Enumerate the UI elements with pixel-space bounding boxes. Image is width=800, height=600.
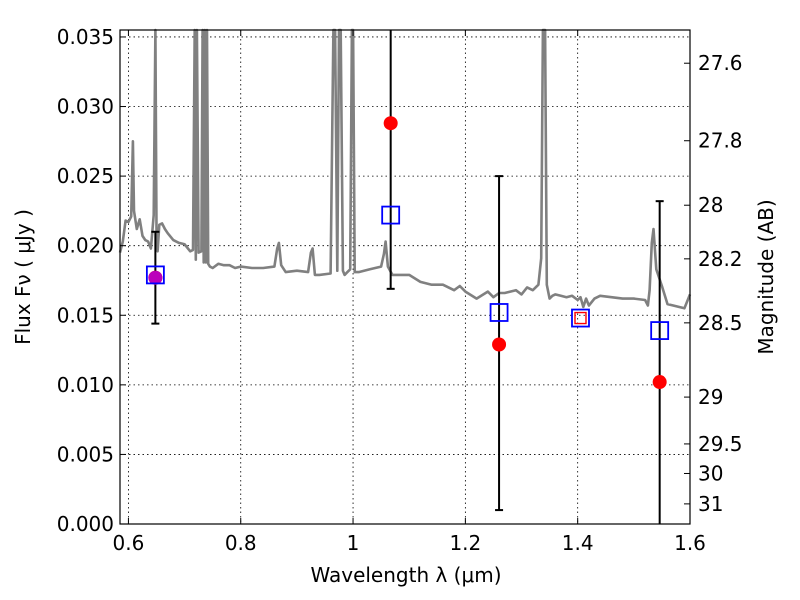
- y-tick-label: 0.000: [57, 512, 114, 536]
- axis-ticks: [120, 30, 691, 525]
- photometry-square: [381, 205, 401, 225]
- y2-tick-label: 30: [698, 461, 723, 485]
- y2-tick-label: 31: [698, 492, 723, 516]
- x-tick-label: 1.6: [674, 531, 706, 555]
- y2-tick-label: 28.2: [698, 247, 743, 271]
- y-tick-label: 0.035: [57, 25, 114, 49]
- y2-tick-label: 29.5: [698, 432, 743, 456]
- data-points: [148, 116, 667, 390]
- y-tick-label: 0.015: [57, 303, 114, 327]
- y2-tick-label: 27.8: [698, 129, 743, 153]
- x-tick-label: 1.4: [562, 531, 594, 555]
- photometry-square: [489, 303, 509, 322]
- tick-labels: 0.6 0.8 1 1.2 1.4 1.6 0.000 0.005 0.010 0.015 0.02…: [57, 25, 743, 555]
- data-point: [492, 337, 507, 352]
- x-tick-label: 0.8: [225, 531, 257, 555]
- y-tick-label: 0.005: [57, 442, 114, 466]
- x-tick-label: 0.6: [113, 531, 145, 555]
- y2-axis-label: Magnitude (AB): [754, 199, 778, 354]
- y-tick-label: 0.025: [57, 164, 114, 188]
- data-point: [652, 375, 667, 390]
- highlight-square: [574, 311, 587, 325]
- y2-tick-label: 29: [698, 385, 723, 409]
- plot-frame: [119, 29, 691, 525]
- y2-tick-label: 28.5: [698, 311, 743, 335]
- x-tick-label: 1: [347, 531, 360, 555]
- y2-tick-label: 27.6: [698, 51, 743, 75]
- data-point: [383, 116, 398, 131]
- x-axis-label: Wavelength λ (μm): [310, 563, 501, 587]
- synthetic-photometry: [145, 205, 670, 340]
- error-bars: [151, 30, 664, 524]
- photometry-square: [571, 308, 590, 328]
- y-tick-label: 0.010: [57, 373, 114, 397]
- model-spectrum-line: [118, 28, 692, 310]
- y-axis-label: Flux Fν ( μJy ): [11, 209, 35, 345]
- extra-data-point: [148, 270, 163, 285]
- y2-tick-label: 28: [698, 193, 723, 217]
- photometry-square: [145, 265, 165, 285]
- photometry-square: [650, 321, 670, 340]
- y-tick-label: 0.020: [57, 234, 114, 258]
- x-tick-label: 1.2: [449, 531, 481, 555]
- model-spectrum: [118, 28, 692, 310]
- y-tick-label: 0.030: [57, 95, 114, 119]
